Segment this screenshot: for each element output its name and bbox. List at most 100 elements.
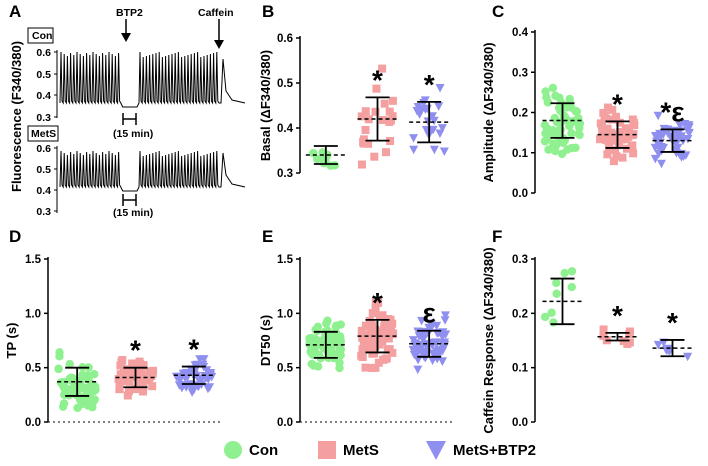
data-point [372,84,381,93]
data-point [55,352,64,361]
data-point [548,83,558,93]
panel-e-ylabel: DT50 (s) [258,315,273,366]
data-point [366,328,375,337]
con-interval-label: (15 min) [113,128,153,140]
data-point [439,147,449,157]
series-con [54,348,100,413]
legend-item-metsbtp2: MetS+BTP2 [426,438,536,462]
data-point [413,327,423,336]
data-point [684,123,694,132]
data-point [628,115,637,124]
significance-marker: * [372,287,383,318]
data-point [359,137,368,146]
mets-tick-0: 0.6 [36,143,51,155]
data-point [547,308,556,317]
data-point [385,107,394,116]
data-point [423,117,433,126]
data-point [120,376,129,385]
significance-marker: *ε [660,96,684,127]
data-point [123,391,132,400]
data-point [602,114,611,123]
data-point [549,139,558,148]
data-point [357,351,366,360]
mets-interval-marker [122,194,137,206]
data-point [335,344,344,354]
data-point [408,345,418,355]
data-point [178,369,188,379]
mets-trace-box [27,125,59,142]
data-point [183,372,193,381]
data-point [413,355,423,365]
data-point [672,134,682,143]
y-tick-label: 0.6 [277,33,293,45]
y-tick-label: 0.0 [512,188,528,200]
data-point [429,351,439,361]
data-point [621,135,630,144]
data-point [203,384,213,394]
con-trace-ticks: 0.6 0.5 0.4 0.3 [36,47,57,124]
data-point [139,377,148,386]
mets-interval-label: (15 min) [113,207,153,219]
data-point [378,64,387,73]
panel-e: E DT50 (s) 0.0 0.5 1.0 1.5 * ε [258,227,455,429]
data-point [312,154,322,164]
data-point [683,352,693,362]
figure: A Fluorescence (F340/380) Con 0.6 0.5 0.… [4,2,694,434]
data-point [359,339,368,348]
data-point [615,139,624,148]
data-point [125,377,134,386]
y-tick-label: 0.2 [512,108,528,120]
scatter-panels: B Basal (ΔF340/380) 0.3 0.4 0.5 0.6 * * C Amplitu… [4,2,694,434]
data-point [435,129,445,139]
data-point [615,118,624,127]
data-point [374,358,383,367]
data-point [413,365,423,375]
data-point [609,157,618,166]
data-point [381,355,390,364]
data-point [90,395,99,404]
data-point [389,329,398,338]
con-tick-1: 0.5 [36,69,51,81]
data-point [572,107,582,116]
data-point [560,268,569,278]
data-point [563,145,572,154]
data-point [599,331,608,340]
significance-marker: * [130,335,141,366]
series-mets [114,356,158,400]
data-point [335,358,344,367]
significance-marker: * [612,300,623,331]
data-point [371,298,380,307]
panel-c: C Amplitude (ΔF340/380) 0.0 0.1 0.2 0.3 0.4 * *ε [481,2,694,200]
data-point [567,282,576,292]
data-point [419,98,429,108]
data-point [618,153,627,162]
significance-marker: * [667,307,678,338]
data-point [435,84,445,93]
data-point [65,359,74,369]
data-point [132,366,141,375]
data-point [147,371,156,380]
legend-label-mets: MetS [343,441,379,459]
data-point [115,385,124,394]
data-point [145,376,154,385]
caffein-arrow-head [214,40,224,49]
data-point [559,111,568,120]
data-point [370,349,379,358]
data-point [368,309,377,318]
data-point [361,107,370,116]
data-point [313,362,323,371]
data-point [428,125,438,135]
data-point [381,148,390,157]
data-point [357,326,366,335]
data-point [628,141,637,150]
panel-letter-c: C [492,2,504,21]
significance-marker: * [612,88,623,119]
data-point [554,103,564,112]
data-point [575,130,584,140]
data-point [388,96,397,105]
significance-marker: * [424,69,435,100]
data-point [625,327,634,336]
data-point [542,93,551,102]
legend: Con MetS MetS+BTP2 [0,438,708,462]
